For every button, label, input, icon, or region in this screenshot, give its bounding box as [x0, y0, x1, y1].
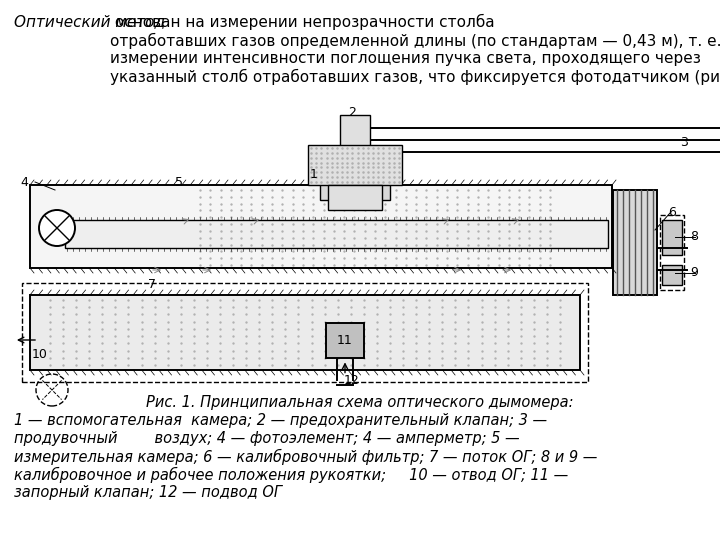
Text: 11: 11	[337, 334, 353, 347]
Text: калибровочное и рабочее положения рукоятки;     10 — отвод ОГ; 11 —: калибровочное и рабочее положения рукоят…	[14, 467, 568, 483]
Bar	[340, 115, 370, 190]
Bar	[30, 295, 580, 370]
Text: запорный клапан; 12 — подвод ОГ: запорный клапан; 12 — подвод ОГ	[14, 485, 282, 500]
Text: 8: 8	[690, 231, 698, 244]
Text: 4: 4	[20, 176, 28, 188]
Bar	[660, 215, 684, 290]
Bar	[22, 283, 588, 382]
Bar	[326, 322, 364, 357]
Text: 10: 10	[32, 348, 48, 361]
Text: 6: 6	[668, 206, 676, 219]
Bar	[662, 220, 682, 255]
Text: продувочный        воздух; 4 — фотоэлемент; 4 — амперметр; 5 —: продувочный воздух; 4 — фотоэлемент; 4 —…	[14, 431, 520, 446]
Bar	[613, 190, 657, 295]
Text: 2: 2	[348, 105, 356, 118]
Text: основан на измерении непрозрачности столба
отработавших газов опредемленной длин: основан на измерении непрозрачности стол…	[110, 14, 720, 85]
Text: Рис. 1. Принципиальная схема оптического дымомера:: Рис. 1. Принципиальная схема оптического…	[146, 395, 574, 410]
Text: Оптический метод: Оптический метод	[14, 14, 165, 29]
Text: 12: 12	[344, 374, 360, 387]
Bar	[662, 265, 682, 285]
Circle shape	[39, 210, 75, 246]
Bar	[308, 145, 402, 185]
Bar	[30, 185, 612, 268]
Text: 3: 3	[680, 137, 688, 150]
Bar	[328, 185, 382, 210]
Text: 7: 7	[148, 279, 156, 292]
Text: 5: 5	[175, 176, 183, 188]
Text: 9: 9	[690, 267, 698, 280]
Bar	[320, 183, 390, 200]
Text: 1: 1	[310, 168, 318, 181]
Text: 1 — вспомогательная  камера; 2 — предохранительный клапан; 3 —: 1 — вспомогательная камера; 2 — предохра…	[14, 413, 547, 428]
Text: измерительная камера; 6 — калибровочный фильтр; 7 — поток ОГ; 8 и 9 —: измерительная камера; 6 — калибровочный …	[14, 449, 598, 465]
Bar	[65, 220, 608, 248]
